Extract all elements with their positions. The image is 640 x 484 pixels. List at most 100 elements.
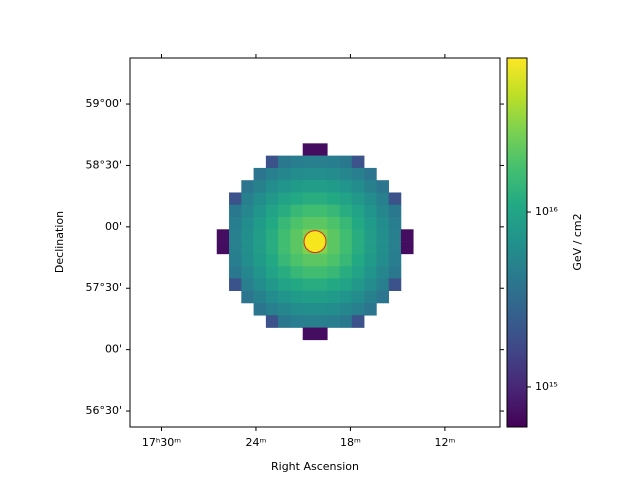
heatmap-cell: [253, 302, 267, 316]
colorbar-tick-label: 10¹⁵: [535, 380, 558, 393]
heatmap-cell: [278, 290, 291, 304]
heatmap-cell: [364, 266, 377, 279]
heatmap-cell: [265, 229, 279, 242]
heatmap-cell: [327, 204, 340, 218]
y-axis-label: Declination: [53, 211, 66, 273]
heatmap-cell: [364, 167, 377, 181]
heatmap-cell: [253, 253, 267, 267]
heatmap-cell: [339, 266, 353, 279]
heatmap-cell: [302, 167, 316, 181]
heatmap-cell: [278, 180, 291, 193]
heatmap-cell: [339, 155, 353, 169]
heatmap-cell: [400, 241, 414, 255]
heatmap-cell: [339, 253, 353, 267]
heatmap-cell: [339, 192, 353, 206]
heatmap-cell: [315, 155, 328, 169]
x-axis-label: Right Ascension: [271, 460, 359, 473]
y-tick-label: 58°30': [85, 158, 122, 171]
heatmap-cell: [351, 229, 365, 242]
heatmap-cell: [253, 167, 267, 181]
heatmap-cell: [351, 167, 365, 181]
y-tick-label: 59°00': [85, 97, 122, 110]
heatmap-cell: [339, 180, 353, 193]
heatmap-cell: [388, 253, 402, 267]
heatmap-cell: [364, 204, 377, 218]
heatmap-cell: [265, 278, 279, 291]
heatmap-cell: [351, 278, 365, 291]
heatmap-cell: [400, 229, 414, 242]
heatmap-cell: [376, 204, 389, 218]
heatmap-cell: [265, 315, 279, 328]
heatmap-cell: [327, 253, 340, 267]
heatmap-cell: [351, 217, 365, 230]
heatmap-cell: [290, 290, 304, 304]
heatmap-cell: [302, 253, 316, 267]
heatmap-cell: [302, 143, 316, 156]
heatmap-cell: [376, 192, 389, 206]
heatmap-cell: [241, 217, 254, 230]
heatmap-cell: [351, 155, 365, 169]
heatmap-cell: [315, 192, 328, 206]
heatmap-cell: [351, 241, 365, 255]
heatmap-cell: [229, 204, 242, 218]
y-tick-label: 57°30': [85, 281, 122, 294]
heatmap-cell: [302, 327, 316, 341]
heatmap-cell: [339, 302, 353, 316]
heatmap-cell: [376, 278, 389, 291]
heatmap-cell: [315, 278, 328, 291]
heatmap-cell: [278, 229, 291, 242]
heatmap-cell: [364, 290, 377, 304]
heatmap-cell: [265, 302, 279, 316]
heatmap-cell: [229, 278, 242, 291]
heatmap-cell: [339, 229, 353, 242]
heatmap-cell: [376, 290, 389, 304]
heatmap-cell: [278, 266, 291, 279]
heatmap-cell: [339, 167, 353, 181]
heatmap-cell: [315, 167, 328, 181]
heatmap-cell: [229, 241, 242, 255]
heatmap-cell: [327, 192, 340, 206]
heatmap-cell: [278, 302, 291, 316]
heatmap-cell: [364, 253, 377, 267]
heatmap-cell: [315, 327, 328, 341]
heatmap-cell: [290, 180, 304, 193]
heatmap-cell: [265, 241, 279, 255]
heatmap-cell: [388, 229, 402, 242]
heatmap-cell: [253, 241, 267, 255]
heatmap-cell: [302, 278, 316, 291]
heatmap-cell: [290, 266, 304, 279]
heatmap-cell: [315, 253, 328, 267]
colorbar-label: GeV / cm2: [571, 213, 584, 270]
heatmap-cell: [302, 290, 316, 304]
heatmap-cell: [364, 192, 377, 206]
heatmap-cell: [388, 192, 402, 206]
heatmap-cell: [241, 278, 254, 291]
heatmap-cell: [351, 180, 365, 193]
y-tick-label: 56°30': [85, 404, 122, 417]
heatmap-cell: [376, 229, 389, 242]
heatmap-cell: [265, 192, 279, 206]
heatmap-cell: [290, 241, 304, 255]
heatmap-cell: [351, 290, 365, 304]
heatmap-cell: [302, 180, 316, 193]
heatmap-cell: [241, 290, 254, 304]
heatmap-cell: [315, 290, 328, 304]
heatmap-cell: [278, 204, 291, 218]
heatmap-cell: [364, 217, 377, 230]
heatmap-cell: [351, 192, 365, 206]
x-tick-label: 18ᵐ: [340, 436, 361, 449]
heatmap-cell: [265, 253, 279, 267]
heatmap-cell: [241, 253, 254, 267]
heatmap-cell: [265, 266, 279, 279]
heatmap-cell: [327, 180, 340, 193]
heatmap-cell: [339, 241, 353, 255]
heatmap-cell: [253, 204, 267, 218]
heatmap-cell: [290, 192, 304, 206]
heatmap-cell: [364, 241, 377, 255]
colorbar: [506, 57, 528, 428]
heatmap-cell: [327, 315, 340, 328]
heatmap-cell: [241, 266, 254, 279]
heatmap-cell: [302, 155, 316, 169]
heatmap-cell: [327, 302, 340, 316]
